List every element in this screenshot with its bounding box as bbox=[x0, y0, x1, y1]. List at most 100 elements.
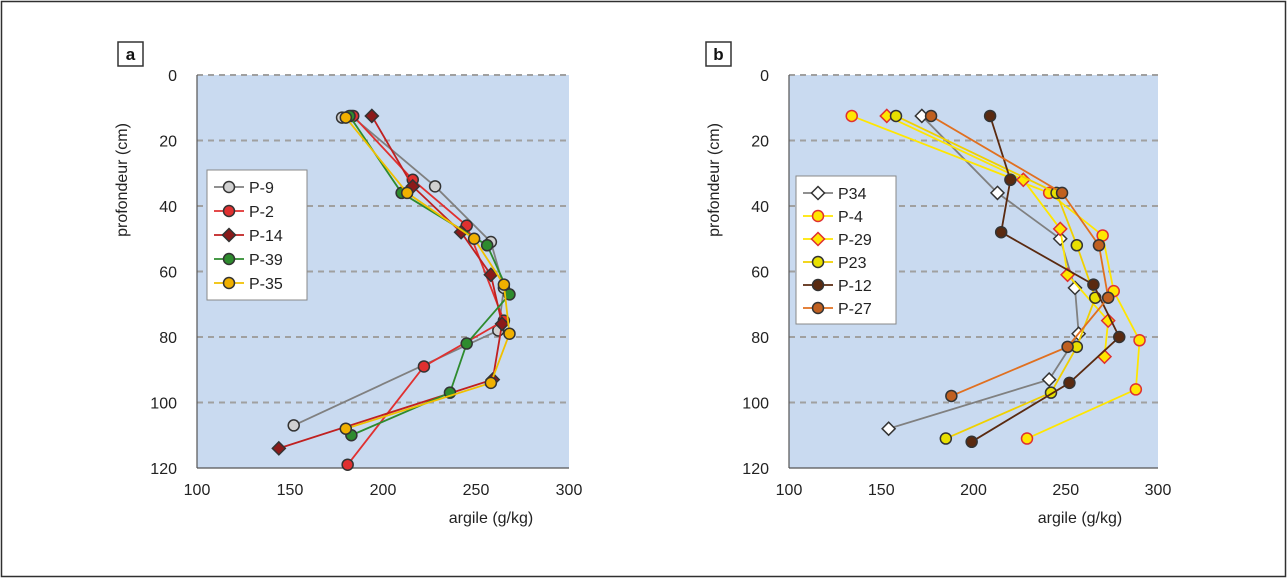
data-point bbox=[1055, 186, 1069, 200]
data-point bbox=[480, 239, 494, 252]
data-point bbox=[994, 225, 1008, 239]
data-point bbox=[467, 232, 481, 245]
legend-label: P-35 bbox=[249, 276, 283, 293]
legend-marker bbox=[810, 185, 826, 201]
y-tick-label: 100 bbox=[150, 396, 177, 413]
data-point bbox=[341, 458, 354, 471]
x-axis-title: argile (g/kg) bbox=[449, 510, 533, 527]
legend-label: P-9 bbox=[249, 180, 274, 197]
x-tick-label: 150 bbox=[277, 482, 304, 499]
data-point bbox=[494, 316, 510, 332]
legend-marker bbox=[222, 276, 236, 290]
legend-label: P-12 bbox=[838, 278, 872, 295]
x-tick-label: 300 bbox=[556, 482, 583, 499]
data-point bbox=[339, 111, 353, 124]
x-tick-label: 250 bbox=[1052, 482, 1079, 499]
y-tick-label: 60 bbox=[159, 265, 177, 282]
y-tick-label: 80 bbox=[751, 330, 769, 347]
y-tick-label: 120 bbox=[742, 461, 769, 478]
data-point bbox=[924, 109, 938, 123]
legend-label: P34 bbox=[838, 186, 867, 203]
y-tick-label: 60 bbox=[751, 265, 769, 282]
x-tick-label: 100 bbox=[776, 482, 803, 499]
legend-marker bbox=[811, 301, 825, 315]
x-tick-label: 100 bbox=[184, 482, 211, 499]
data-point bbox=[1004, 173, 1017, 187]
x-tick-label: 200 bbox=[960, 482, 987, 499]
data-point bbox=[1015, 172, 1031, 188]
data-point bbox=[1113, 330, 1126, 344]
legend-label: P23 bbox=[838, 255, 867, 272]
data-point bbox=[400, 186, 414, 200]
y-tick-label: 100 bbox=[742, 396, 769, 413]
series-p-27 bbox=[924, 109, 1115, 403]
data-point bbox=[484, 376, 498, 390]
series-p-4 bbox=[845, 109, 1146, 445]
data-point bbox=[965, 435, 978, 449]
legend-label: P-4 bbox=[838, 209, 863, 226]
data-point bbox=[1092, 239, 1106, 252]
x-tick-label: 150 bbox=[868, 482, 895, 499]
data-point bbox=[1052, 221, 1068, 237]
data-point bbox=[1100, 313, 1116, 329]
panel-label: b bbox=[713, 45, 723, 64]
data-point bbox=[1087, 278, 1100, 291]
legend-marker bbox=[810, 231, 826, 247]
legend-marker bbox=[222, 252, 236, 266]
data-point bbox=[945, 389, 958, 403]
series-line bbox=[930, 115, 1110, 397]
y-axis-title: profondeur (cm) bbox=[114, 123, 131, 237]
data-point bbox=[1101, 291, 1115, 304]
y-tick-label: 0 bbox=[168, 68, 177, 85]
data-point bbox=[1020, 432, 1034, 445]
data-point bbox=[453, 224, 469, 240]
y-tick-label: 20 bbox=[159, 134, 177, 151]
y-tick-label: 20 bbox=[751, 134, 769, 151]
legend-marker bbox=[811, 209, 825, 223]
data-point bbox=[364, 108, 380, 124]
x-axis-title: argile (g/kg) bbox=[1038, 510, 1122, 527]
y-tick-label: 40 bbox=[159, 199, 177, 216]
legend-label: P-29 bbox=[838, 232, 872, 249]
data-point bbox=[889, 109, 903, 123]
data-point bbox=[417, 360, 431, 373]
y-tick-label: 0 bbox=[760, 68, 769, 85]
data-point bbox=[503, 327, 516, 340]
panel-label-box bbox=[117, 41, 144, 67]
legend bbox=[795, 175, 897, 325]
legend-label: P-2 bbox=[249, 204, 274, 221]
y-tick-label: 120 bbox=[150, 461, 177, 478]
data-point bbox=[989, 185, 1006, 201]
data-point bbox=[1070, 239, 1084, 252]
data-point bbox=[460, 337, 473, 350]
data-point bbox=[983, 109, 997, 123]
data-point bbox=[1129, 383, 1143, 396]
legend-label: P-39 bbox=[249, 252, 283, 269]
legend-marker bbox=[811, 255, 825, 269]
chart-panel-a: 0 20 40 60 80 100 120 100 150 200 250 300 argile (g/… bbox=[114, 41, 583, 527]
legend-marker bbox=[222, 180, 236, 194]
y-tick-label: 80 bbox=[159, 330, 177, 347]
data-point bbox=[939, 432, 953, 445]
legend-label: P-14 bbox=[249, 228, 283, 245]
series-p-35 bbox=[339, 111, 516, 435]
data-point bbox=[1133, 334, 1146, 347]
data-point bbox=[497, 278, 511, 291]
chart-panel-b: 0 20 40 60 80 100 120 100 150 200 250 300 argile (g/… bbox=[705, 41, 1171, 527]
legend-marker bbox=[221, 227, 237, 243]
data-point bbox=[1052, 231, 1068, 247]
series-p-12 bbox=[965, 109, 1126, 449]
x-tick-label: 250 bbox=[463, 482, 490, 499]
data-point bbox=[1061, 340, 1074, 354]
legend-label: P-27 bbox=[838, 301, 872, 318]
panel-label: a bbox=[126, 45, 136, 64]
panel-label-box bbox=[705, 41, 732, 67]
data-point bbox=[845, 109, 858, 123]
data-point bbox=[428, 180, 442, 193]
data-point bbox=[503, 288, 516, 301]
legend-marker bbox=[811, 278, 825, 292]
data-point bbox=[1041, 372, 1057, 388]
data-point bbox=[881, 421, 897, 437]
